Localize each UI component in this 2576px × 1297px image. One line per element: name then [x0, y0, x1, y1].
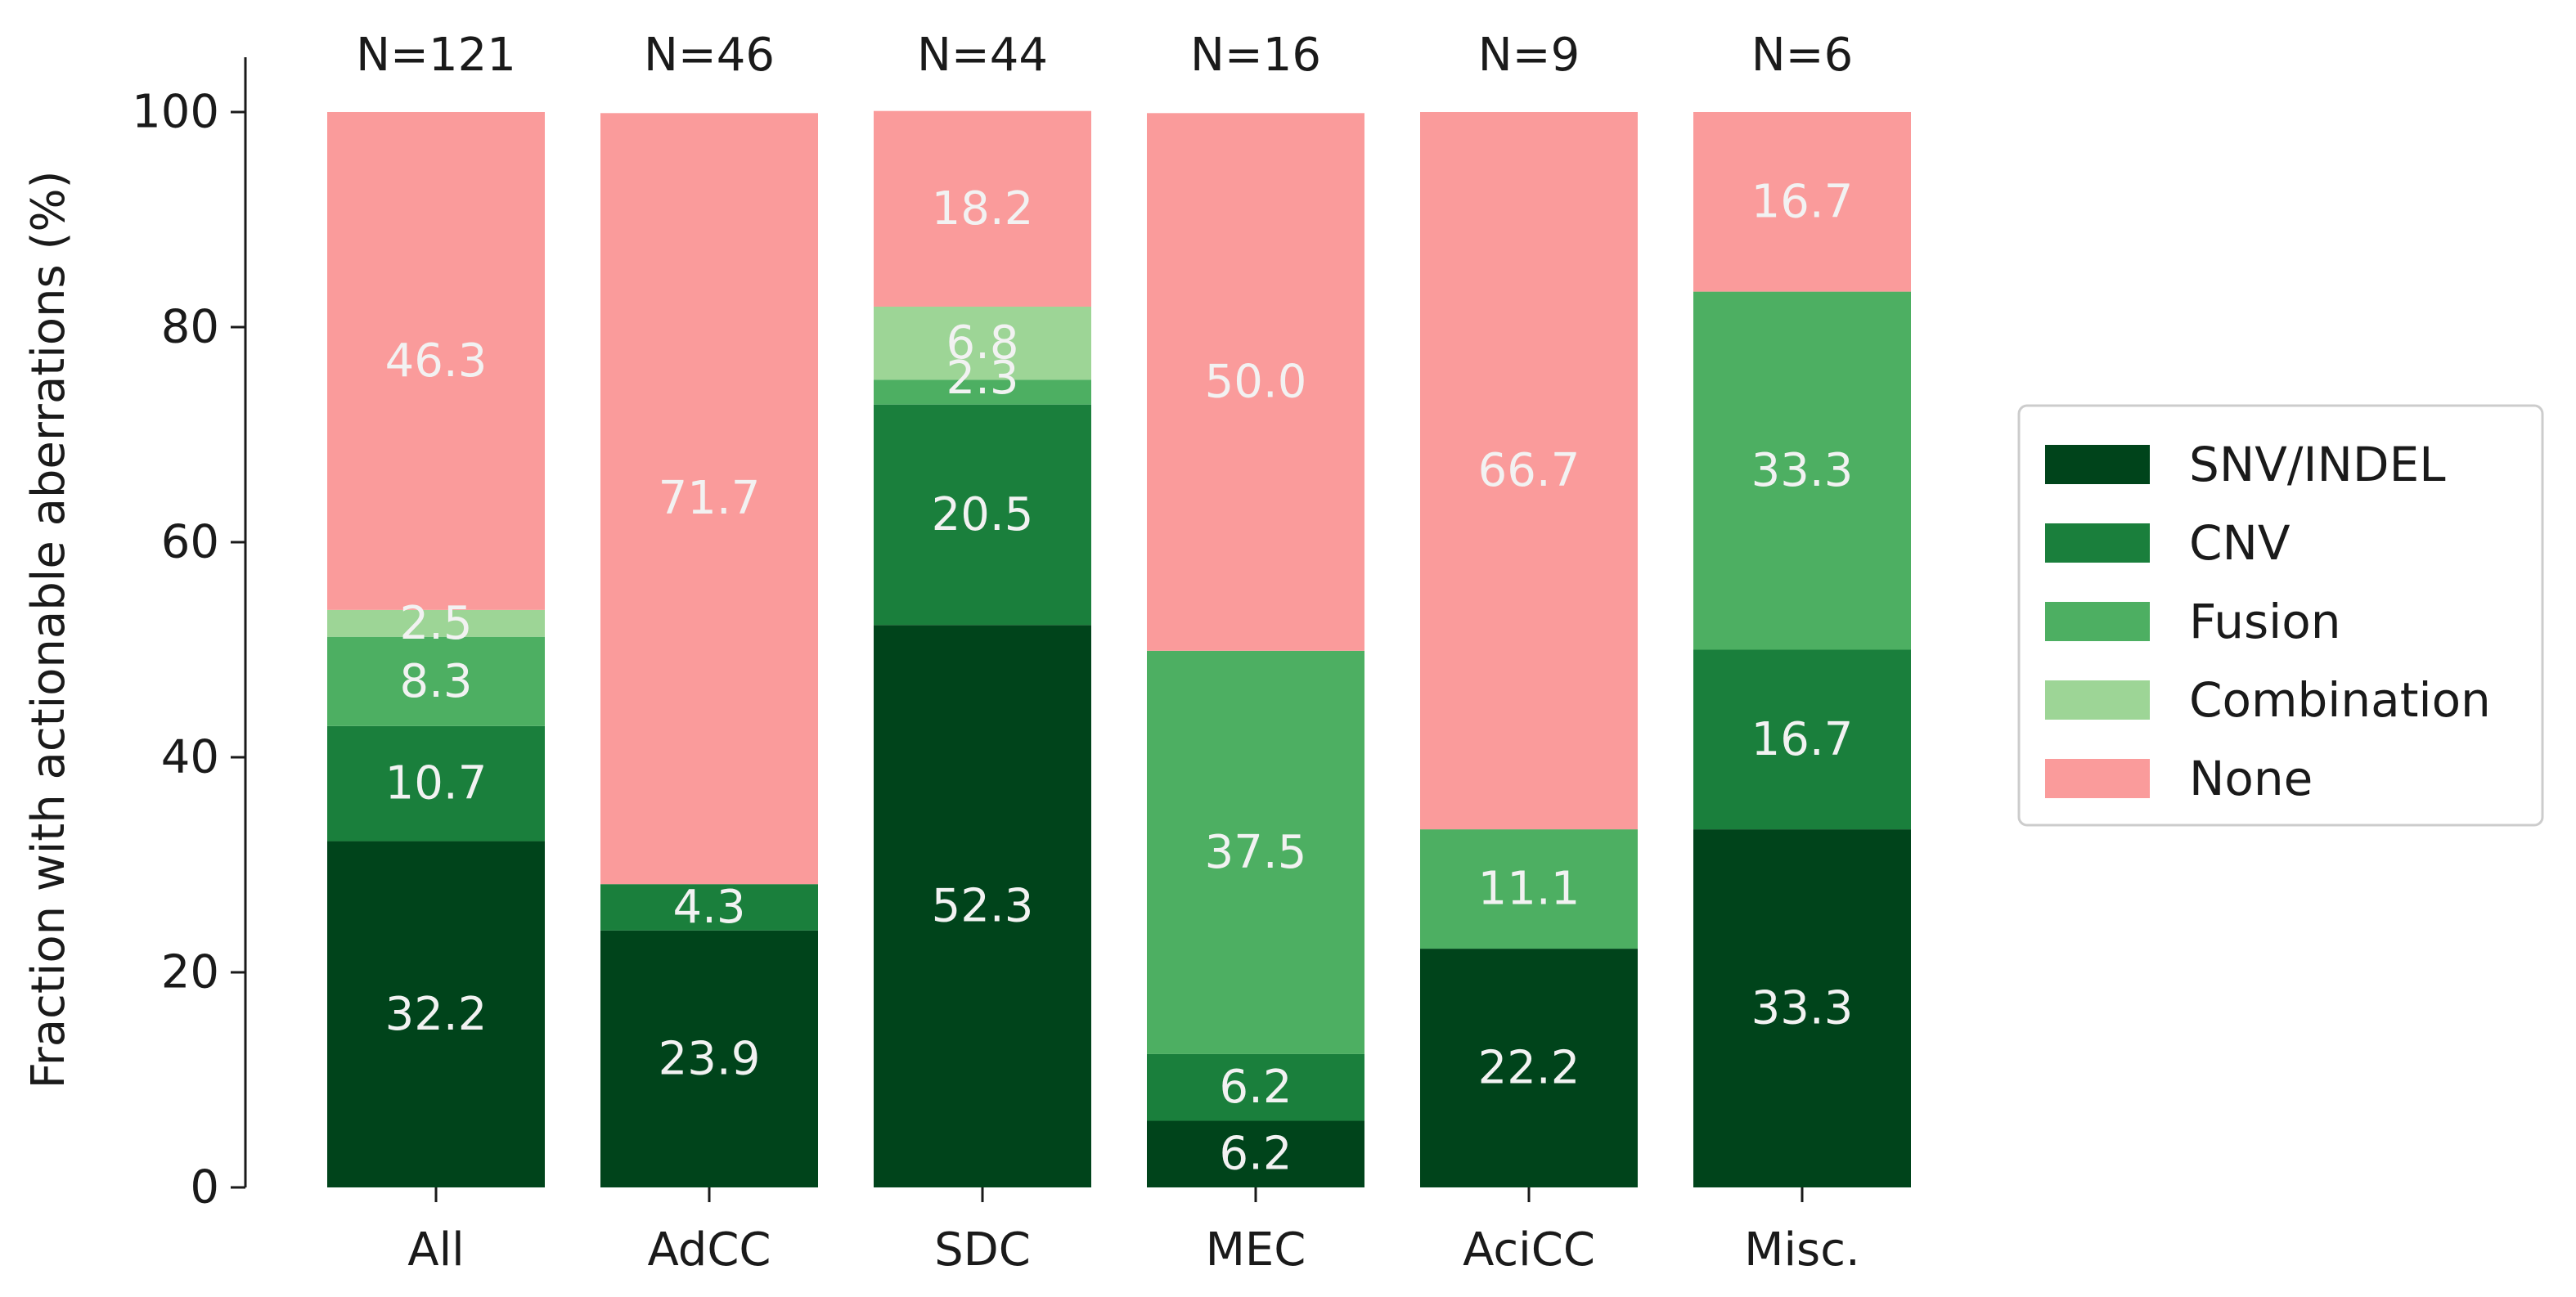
legend-frame	[2017, 404, 2544, 827]
data-label-mec-none: 50.0	[1205, 356, 1307, 409]
data-label-all-cnv: 10.7	[385, 757, 488, 810]
bar-misc-cnv	[1693, 649, 1911, 830]
y-axis-title: Fraction with actionable aberrations (%)	[22, 171, 75, 1089]
y-tick-label-40: 40	[161, 731, 219, 784]
legend-swatch-snv-indel	[2045, 445, 2150, 484]
data-label-adcc-none: 71.7	[659, 472, 761, 525]
bar-acicc-fusion	[1420, 829, 1638, 949]
bar-all-none	[327, 112, 545, 610]
legend-label-combination: Combination	[2189, 672, 2491, 728]
legend-swatch-fusion	[2045, 602, 2150, 641]
bar-acicc-none	[1420, 112, 1638, 830]
count-labels-group: N=121 N=46 N=44 N=16 N=9 N=6	[356, 29, 1853, 82]
data-label-misc-snv-indel: 33.3	[1751, 982, 1854, 1035]
legend-label-snv-indel: SNV/INDEL	[2189, 437, 2446, 492]
bar-acicc-snv-indel	[1420, 949, 1638, 1187]
bar-all-cnv	[327, 725, 545, 841]
legend-label-none: None	[2189, 751, 2313, 806]
count-label-misc: N=6	[1751, 29, 1853, 82]
bar-sdc-snv-indel	[874, 625, 1091, 1187]
bar-adcc-snv-indel	[600, 930, 818, 1187]
x-tick-label-misc: Misc.	[1744, 1223, 1860, 1277]
y-tick-label-0: 0	[190, 1161, 219, 1214]
bar-adcc-none	[600, 113, 818, 885]
bar-misc-fusion	[1693, 291, 1911, 650]
legend-swatch-combination	[2045, 680, 2150, 720]
bar-all-fusion	[327, 636, 545, 726]
data-label-misc-none: 16.7	[1751, 175, 1854, 228]
data-label-acicc-snv-indel: 22.2	[1478, 1042, 1580, 1095]
legend-swatch-none	[2045, 759, 2150, 798]
x-tick-label-all: All	[407, 1223, 464, 1277]
count-label-acicc: N=9	[1478, 29, 1580, 82]
y-tick-label-80: 80	[161, 301, 219, 354]
y-tick-label-100: 100	[132, 86, 219, 139]
bar-adcc-cnv	[600, 884, 818, 931]
data-label-all-none: 46.3	[385, 334, 488, 388]
bar-misc-snv-indel	[1693, 829, 1911, 1187]
bar-mec-cnv	[1147, 1053, 1364, 1121]
data-label-sdc-none: 18.2	[932, 182, 1034, 236]
x-axis: All AdCC SDC MEC AciCC Misc.	[407, 1187, 1860, 1277]
bar-sdc-fusion	[874, 379, 1091, 405]
data-label-mec-cnv: 6.2	[1219, 1061, 1292, 1114]
y-axis: 0 20 40 60 80 100	[132, 57, 247, 1214]
bars-group	[327, 110, 1911, 1187]
x-tick-label-sdc: SDC	[934, 1223, 1031, 1277]
bar-mec-fusion	[1147, 650, 1364, 1054]
bar-all-snv-indel	[327, 841, 545, 1187]
legend-label-cnv: CNV	[2189, 515, 2291, 571]
y-tick-label-20: 20	[161, 946, 219, 999]
data-label-acicc-none: 66.7	[1478, 444, 1580, 497]
data-label-all-snv-indel: 32.2	[385, 988, 488, 1041]
data-label-adcc-cnv: 4.3	[672, 881, 745, 934]
bar-sdc-cnv	[874, 404, 1091, 626]
count-label-all: N=121	[356, 29, 516, 82]
count-label-sdc: N=44	[917, 29, 1048, 82]
bar-misc-none	[1693, 112, 1911, 292]
y-tick-label-60: 60	[161, 516, 219, 569]
bar-sdc-combination	[874, 307, 1091, 380]
x-tick-label-adcc: AdCC	[647, 1223, 771, 1277]
data-label-mec-fusion: 37.5	[1205, 826, 1307, 879]
data-label-sdc-cnv: 20.5	[932, 488, 1034, 541]
data-label-sdc-combination: 6.8	[946, 316, 1018, 370]
data-label-sdc-snv-indel: 52.3	[932, 880, 1034, 933]
data-labels-group: 32.2 10.7 8.32.5 46.3 23.9 4.3 71.7 52.3 20.5 2.3…	[385, 175, 1854, 1180]
data-label-all-fusion: 8.3	[399, 655, 472, 708]
x-tick-label-acicc: AciCC	[1463, 1223, 1595, 1277]
bar-sdc-none	[874, 110, 1091, 307]
data-label-adcc-snv-indel: 23.9	[659, 1032, 761, 1085]
x-tick-label-mec: MEC	[1206, 1223, 1306, 1277]
bar-mec-snv-indel	[1147, 1120, 1364, 1187]
bar-mec-none	[1147, 113, 1364, 651]
data-label-sdc-fusion: 2.3	[946, 352, 1018, 405]
legend-swatch-cnv	[2045, 523, 2150, 563]
bar-all-combination	[327, 609, 545, 637]
legend: SNV/INDEL CNV Fusion Combination None	[2017, 404, 2544, 827]
legend-label-fusion: Fusion	[2189, 594, 2341, 649]
count-label-mec: N=16	[1190, 29, 1321, 82]
data-label-misc-fusion: 33.3	[1751, 444, 1854, 497]
data-label-misc-cnv: 16.7	[1751, 713, 1854, 766]
data-label-mec-snv-indel: 6.2	[1219, 1128, 1292, 1181]
count-label-adcc: N=46	[644, 29, 775, 82]
data-label-all-combination: 2.5	[399, 597, 472, 650]
data-label-acicc-fusion: 11.1	[1478, 863, 1580, 916]
